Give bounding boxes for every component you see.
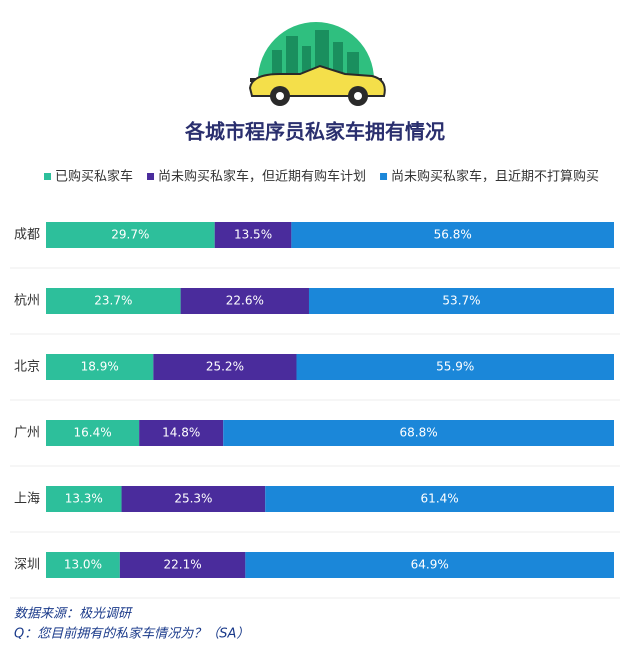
value-label: 68.8% (400, 426, 438, 440)
category-label: 成都 (14, 228, 40, 243)
legend-label: 尚未购买私家车，且近期不打算购买 (391, 169, 599, 185)
value-label: 18.9% (81, 360, 119, 374)
legend-label: 已购买私家车 (55, 169, 133, 185)
bar-segment (291, 222, 614, 248)
value-label: 13.3% (65, 492, 103, 506)
bar-segment (46, 552, 120, 578)
value-label: 22.6% (226, 294, 264, 308)
value-label: 22.1% (164, 558, 202, 572)
category-label: 北京 (14, 360, 40, 375)
bar-segment (46, 288, 181, 314)
value-label: 25.2% (206, 360, 244, 374)
category-label: 杭州 (14, 294, 40, 309)
bar-segment (265, 486, 614, 512)
source-note: 数据来源：极光调研 (14, 607, 133, 622)
legend-swatch (380, 173, 388, 180)
bar-segment (308, 288, 614, 314)
value-label: 64.9% (411, 558, 449, 572)
value-label: 29.7% (111, 228, 149, 242)
car-illustration (248, 22, 386, 106)
category-label: 上海 (14, 492, 40, 507)
bar-segment (223, 420, 614, 446)
value-label: 16.4% (74, 426, 112, 440)
legend-swatch (44, 173, 51, 180)
bar-segment (153, 354, 297, 380)
chart-title: 各城市程序员私家车拥有情况 (184, 120, 445, 144)
bar-segment (139, 420, 224, 446)
category-label: 深圳 (14, 558, 40, 573)
question-note: Q：您目前拥有的私家车情况为？（SA） (14, 626, 249, 642)
bar-segment (214, 222, 292, 248)
bar-segment (180, 288, 309, 314)
bar-segment (46, 420, 140, 446)
value-label: 23.7% (94, 294, 132, 308)
bar-segment (296, 354, 614, 380)
bar-segment (245, 552, 615, 578)
bar-segment (119, 552, 246, 578)
value-label: 61.4% (421, 492, 459, 506)
bar-segment (46, 222, 215, 248)
legend-label: 尚未购买私家车，但近期有购车计划 (158, 169, 366, 185)
value-label: 25.3% (174, 492, 212, 506)
value-label: 13.0% (64, 558, 102, 572)
value-label: 14.8% (162, 426, 200, 440)
bar-segment (46, 354, 154, 380)
bar-segment (121, 486, 266, 512)
value-label: 53.7% (442, 294, 480, 308)
value-label: 13.5% (234, 228, 272, 242)
category-label: 广州 (14, 426, 40, 441)
value-label: 56.8% (434, 228, 472, 242)
bar-segment (46, 486, 122, 512)
legend-swatch (147, 173, 155, 180)
value-label: 55.9% (436, 360, 474, 374)
